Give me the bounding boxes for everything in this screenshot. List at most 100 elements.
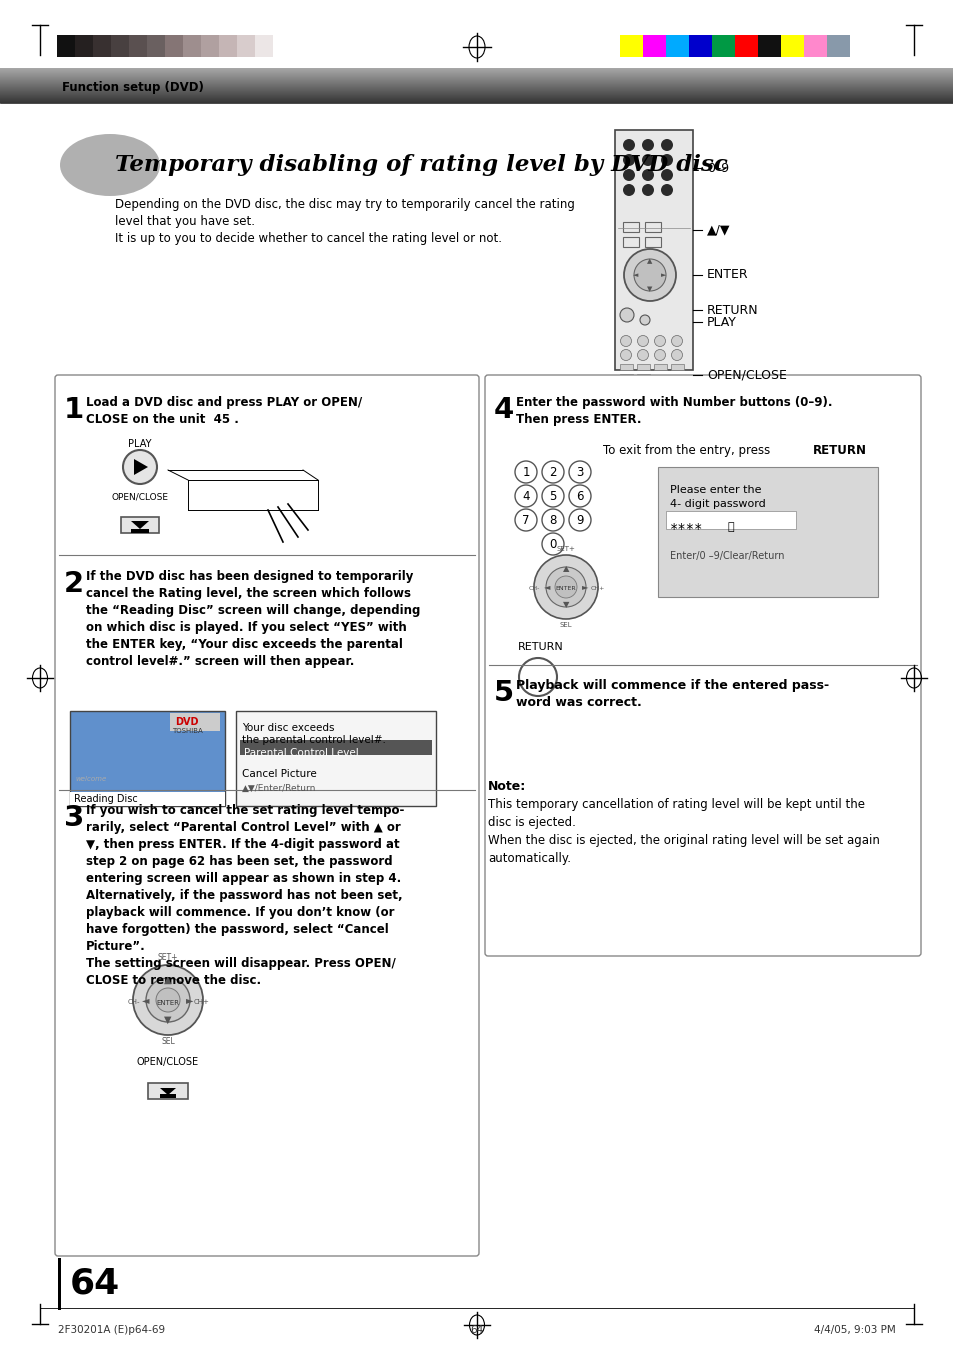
Circle shape [654, 350, 665, 361]
Circle shape [534, 555, 598, 619]
Text: Your disc exceeds: Your disc exceeds [242, 723, 335, 734]
Text: ►: ► [581, 582, 588, 592]
Circle shape [515, 485, 537, 507]
Bar [619, 363, 633, 370]
Circle shape [671, 335, 681, 346]
Text: CH+: CH+ [590, 586, 604, 592]
Text: ENTER: ENTER [706, 269, 748, 281]
Text: 1: 1 [64, 396, 84, 424]
Text: DVD: DVD [175, 717, 198, 727]
Bar [734, 35, 758, 57]
Circle shape [641, 154, 654, 166]
Bar [58, 1258, 61, 1310]
Text: ▼: ▼ [164, 1015, 172, 1025]
Text: Temporary disabling of rating level by DVD disc: Temporary disabling of rating level by D… [115, 154, 727, 176]
Text: It is up to you to decide whether to cancel the rating level or not.: It is up to you to decide whether to can… [115, 232, 501, 245]
Bar [92, 35, 111, 57]
Bar [803, 35, 826, 57]
Bar [622, 236, 639, 247]
Text: 4: 4 [521, 489, 529, 503]
Text: PLAY: PLAY [128, 439, 152, 449]
Bar [758, 35, 781, 57]
Text: RETURN: RETURN [706, 304, 758, 316]
Text: SET+: SET+ [157, 954, 178, 962]
Text: 5: 5 [494, 680, 514, 707]
Text: OPEN/CLOSE: OPEN/CLOSE [706, 369, 786, 381]
FancyBboxPatch shape [55, 376, 478, 1256]
Bar [619, 374, 633, 380]
Text: Cancel Picture: Cancel Picture [242, 769, 316, 780]
Bar [781, 35, 803, 57]
Text: ►: ► [660, 272, 666, 278]
Text: 3: 3 [576, 466, 583, 478]
Polygon shape [131, 521, 149, 530]
Circle shape [622, 169, 635, 181]
Bar [170, 713, 220, 731]
Text: 2: 2 [64, 570, 84, 598]
Circle shape [146, 978, 190, 1021]
Text: SEL: SEL [161, 1038, 174, 1047]
Circle shape [541, 461, 563, 484]
Circle shape [622, 154, 635, 166]
Bar [644, 236, 660, 247]
Circle shape [545, 567, 585, 607]
Text: Enter the password with Number buttons (0–9).
Then press ENTER.: Enter the password with Number buttons (… [516, 396, 832, 426]
Text: 4- digit password: 4- digit password [669, 499, 765, 509]
Text: Enter/0 –9/Clear/Return: Enter/0 –9/Clear/Return [669, 551, 783, 561]
Bar [121, 517, 159, 534]
Circle shape [641, 139, 654, 151]
Text: ▲: ▲ [647, 258, 652, 263]
Bar [129, 35, 147, 57]
Bar [711, 35, 734, 57]
Text: 64: 64 [470, 1325, 483, 1335]
Circle shape [568, 509, 590, 531]
Circle shape [654, 335, 665, 346]
Text: 6: 6 [576, 489, 583, 503]
Circle shape [541, 534, 563, 555]
Circle shape [641, 184, 654, 196]
Bar [654, 363, 666, 370]
Text: If you wish to cancel the set rating level tempo-
rarily, select “Parental Contr: If you wish to cancel the set rating lev… [86, 804, 404, 988]
Text: CH+: CH+ [193, 998, 210, 1005]
Circle shape [568, 485, 590, 507]
Circle shape [671, 350, 681, 361]
FancyBboxPatch shape [484, 376, 920, 957]
Circle shape [619, 308, 634, 322]
Circle shape [637, 350, 648, 361]
Bar [219, 35, 236, 57]
Bar [201, 35, 219, 57]
Bar [273, 35, 288, 57]
Bar [644, 222, 660, 232]
Bar [670, 363, 683, 370]
Text: ◄: ◄ [142, 994, 150, 1005]
Text: 2: 2 [549, 466, 557, 478]
Text: SEL: SEL [559, 621, 572, 628]
Text: welcome: welcome [75, 775, 106, 782]
Text: ►: ► [186, 994, 193, 1005]
Circle shape [634, 259, 665, 290]
Ellipse shape [60, 134, 160, 196]
Circle shape [619, 350, 631, 361]
Polygon shape [160, 1088, 175, 1096]
Text: level that you have set.: level that you have set. [115, 215, 254, 228]
Text: Playback will commence if the entered pass-
word was correct.: Playback will commence if the entered pa… [516, 680, 828, 709]
Text: RETURN: RETURN [812, 444, 866, 457]
Text: If the DVD disc has been designed to temporarily
cancel the Rating level, the sc: If the DVD disc has been designed to tem… [86, 570, 420, 667]
Text: 4/4/05, 9:03 PM: 4/4/05, 9:03 PM [814, 1325, 895, 1335]
Bar [160, 1094, 175, 1098]
Text: Load a DVD disc and press PLAY or OPEN/
CLOSE on the unit  45 .: Load a DVD disc and press PLAY or OPEN/ … [86, 396, 362, 426]
Text: ▼: ▼ [647, 286, 652, 292]
Text: ▲/▼: ▲/▼ [706, 223, 730, 236]
Circle shape [641, 169, 654, 181]
Circle shape [660, 169, 672, 181]
Bar [70, 711, 225, 807]
Bar [615, 130, 692, 370]
Text: 9: 9 [576, 513, 583, 527]
Circle shape [622, 184, 635, 196]
Text: 5: 5 [549, 489, 557, 503]
Circle shape [541, 509, 563, 531]
Circle shape [568, 461, 590, 484]
Text: 4: 4 [494, 396, 514, 424]
Text: Function setup (DVD): Function setup (DVD) [62, 81, 204, 95]
Bar [637, 374, 649, 380]
